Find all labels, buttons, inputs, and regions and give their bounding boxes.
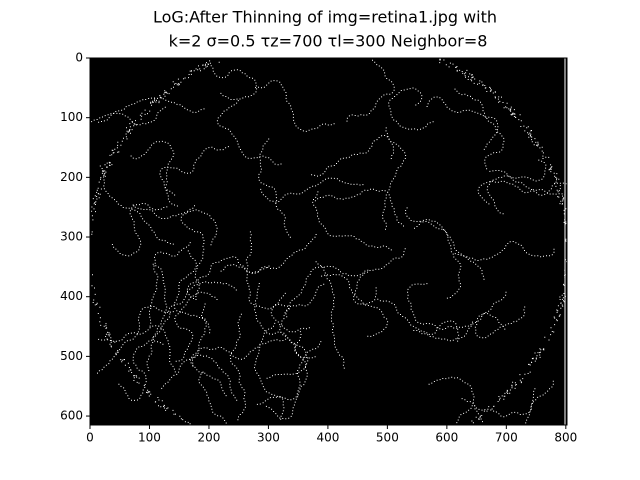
x-tick-label: 400 [316, 431, 339, 445]
y-tick-label: 400 [60, 289, 83, 303]
y-tick-label: 300 [60, 230, 83, 244]
y-tick-label: 0 [75, 51, 83, 65]
y-tick-label: 200 [60, 170, 83, 184]
x-tick-label: 700 [495, 431, 518, 445]
x-tick-label: 300 [257, 431, 280, 445]
x-tick-label: 0 [86, 431, 94, 445]
chart-subtitle: k=2 σ=0.5 τz=700 τl=300 Neighbor=8 [169, 32, 488, 51]
x-tick-label: 200 [197, 431, 220, 445]
axes-frame [89, 57, 568, 426]
x-tick-label: 100 [138, 431, 161, 445]
x-tick-label: 500 [376, 431, 399, 445]
vessel-speckle [91, 58, 567, 425]
image-content [91, 58, 567, 425]
y-tick-label: 500 [60, 349, 83, 363]
image-area [90, 58, 567, 425]
x-tick-label: 600 [435, 431, 458, 445]
chart-title: LoG:After Thinning of img=retina1.jpg wi… [153, 8, 497, 27]
y-tick-label: 100 [60, 110, 83, 124]
x-tick-label: 800 [554, 431, 577, 445]
y-tick-label: 600 [60, 409, 83, 423]
